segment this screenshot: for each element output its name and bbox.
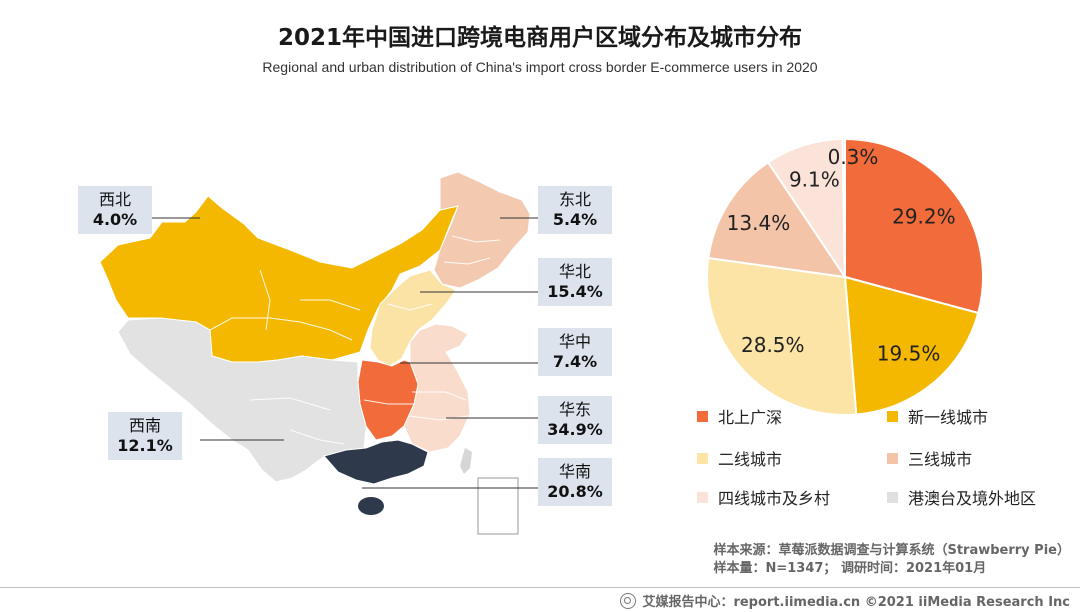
region-label-northwest: 西北 4.0% [78,186,152,234]
pie-slice-5 [841,137,846,278]
legend-item-tier1: 北上广深 [697,404,782,428]
region-label-south: 华南 20.8% [538,458,612,506]
pie-slice-1 [843,275,980,416]
pie-value-label-0: 29.2% [892,205,956,229]
region-name: 华北 [558,262,591,281]
region-name: 华中 [558,332,591,351]
footer: 艾媒报告中心：report.iimedia.cn ©2021 iiMedia R… [620,591,1070,610]
pie-value-label-2: 28.5% [741,333,805,357]
map-region-south [323,439,429,485]
pie-slice-0 [844,137,984,315]
pie-slice-2 [706,256,858,416]
legend-label: 三线城市 [908,450,973,469]
region-value: 34.9% [547,420,603,439]
map-region-south-hainan [358,497,384,515]
legend-label: 新一线城市 [908,408,989,427]
source-line-1: 样本来源：草莓派数据调查与计算系统（Strawberry Pie） [713,543,1070,558]
region-label-north: 华北 15.4% [538,258,612,306]
region-value: 12.1% [117,436,173,455]
region-name: 东北 [558,190,591,209]
legend-swatch [697,492,708,503]
legend-item-new-tier1: 新一线城市 [887,404,988,428]
legend-swatch [697,411,708,422]
region-value: 15.4% [547,282,603,301]
map-region-northeast [433,171,531,289]
legend-label: 四线城市及乡村 [718,489,831,508]
legend-item-tier4-rural: 四线城市及乡村 [697,485,830,509]
iimedia-logo-icon [620,592,637,609]
chart-subtitle: Regional and urban distribution of China… [262,59,818,75]
map-nine-dash-inset [477,477,519,535]
pie-value-label-5: 0.3% [828,145,879,169]
region-label-southwest: 西南 12.1% [108,412,182,460]
legend-item-tier3: 三线城市 [887,446,972,470]
region-value: 5.4% [552,210,598,229]
legend-swatch [697,453,708,464]
pie-value-label-3: 13.4% [727,211,791,235]
region-value: 20.8% [547,482,603,501]
legend-label: 北上广深 [718,408,783,427]
pie-value-label-1: 19.5% [877,341,941,365]
chart-title: 2021年中国进口跨境电商用户区域分布及城市分布 [277,25,802,51]
legend-label: 港澳台及境外地区 [908,489,1037,508]
legend-swatch [887,453,898,464]
region-value: 4.0% [92,210,138,229]
map-region-north [369,269,457,367]
legend-label: 二线城市 [718,450,783,469]
pie-slice-3 [707,160,848,279]
pie-value-label-4: 9.1% [789,168,840,192]
map-island-taiwan [460,448,472,474]
legend-swatch [887,411,898,422]
map-region-southwest [117,317,367,483]
region-name: 华东 [558,400,591,419]
legend-item-tier2: 二线城市 [697,446,782,470]
legend-swatch [887,492,898,503]
region-label-northeast: 东北 5.4% [538,186,612,234]
source-line-2: 样本量：N=1347； 调研时间：2021年01月 [713,561,987,576]
pie-slice-4 [766,138,847,281]
region-label-central: 华中 7.4% [538,328,612,376]
region-label-east: 华东 34.9% [538,396,612,444]
region-name: 华南 [558,462,591,481]
source-note: 样本来源：草莓派数据调查与计算系统（Strawberry Pie） 样本量：N=… [713,542,1070,578]
footer-divider [0,587,1080,588]
legend-item-hk-macao-tw-overseas: 港澳台及境外地区 [887,485,1036,509]
region-name: 西北 [98,190,131,209]
region-value: 7.4% [552,352,598,371]
footer-text: 艾媒报告中心：report.iimedia.cn ©2021 iiMedia R… [642,595,1070,610]
region-name: 西南 [128,416,161,435]
